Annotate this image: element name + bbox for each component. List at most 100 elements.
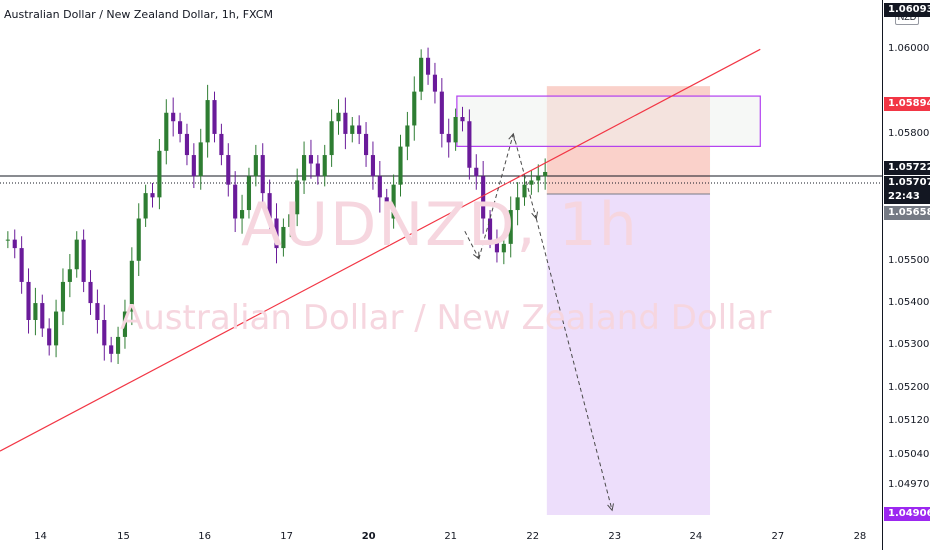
candle-body <box>136 218 141 261</box>
candle-body <box>47 328 52 346</box>
candle-body <box>357 125 362 134</box>
candle-body <box>60 281 66 312</box>
candle-body <box>19 248 24 282</box>
candle-body <box>522 184 527 198</box>
candle-body <box>446 133 451 143</box>
candle-body <box>205 100 210 143</box>
x-tick-label: 15 <box>117 531 130 542</box>
candle-body <box>40 303 45 329</box>
candle-body <box>26 281 31 320</box>
projection-arrowhead <box>531 211 539 220</box>
candle-body <box>481 176 486 219</box>
candle-body <box>81 239 86 282</box>
candle-body <box>178 121 183 134</box>
candle-body <box>12 239 17 249</box>
candle-body <box>432 74 438 92</box>
candle-body <box>405 125 410 147</box>
supply-zone-box <box>456 95 761 147</box>
candle-body <box>281 226 286 249</box>
price-tag-entry: 1.05658 <box>884 206 932 220</box>
candle-body <box>233 184 238 219</box>
candle-body <box>5 239 10 241</box>
candle-body <box>67 269 72 282</box>
y-tick-label: 1.05800 <box>888 127 930 139</box>
candle-body <box>191 155 196 177</box>
price-tag-stop: 1.05894 <box>884 97 932 111</box>
x-tick-label: 17 <box>280 531 294 542</box>
candle-body <box>219 133 224 156</box>
candle-body <box>412 91 417 126</box>
candle-body <box>419 57 424 92</box>
candle-body <box>88 281 93 304</box>
candle-body <box>116 336 121 354</box>
candle-body <box>536 176 541 181</box>
candle-body <box>129 260 134 312</box>
x-tick-label: 24 <box>689 531 703 542</box>
candle-body <box>226 155 231 185</box>
y-tick-label: 1.05040 <box>888 449 930 461</box>
projection-arrowhead <box>607 503 614 512</box>
x-tick-label: 20 <box>361 531 376 542</box>
take-profit-zone <box>546 193 711 515</box>
candle-body <box>336 112 341 122</box>
candle-body <box>143 193 148 219</box>
price-axis[interactable] <box>882 0 932 550</box>
candle-body <box>425 57 431 75</box>
candle-body <box>467 121 472 168</box>
candle-body <box>384 197 389 219</box>
candle-body <box>74 239 79 270</box>
projection-segment <box>478 133 514 259</box>
candle-body <box>494 239 500 253</box>
price-tag-current: 1.05707 <box>884 176 932 190</box>
x-tick-label: 22 <box>526 531 540 542</box>
candle-body <box>122 311 128 337</box>
candle-body <box>322 155 327 177</box>
price-tag-last: 1.05722 <box>884 161 932 175</box>
x-tick-label: 14 <box>34 531 47 542</box>
candle-body <box>164 112 169 151</box>
candle-body <box>150 193 155 198</box>
candle-body <box>343 112 348 134</box>
x-tick-label: 16 <box>198 531 211 542</box>
candle-body <box>501 243 506 253</box>
y-tick-label: 1.04970 <box>888 478 930 490</box>
candle-body <box>350 125 355 134</box>
price-tag-top: 1.06093 <box>884 3 932 17</box>
price-tag-target: 1.04906 <box>884 507 932 521</box>
candle-body <box>239 210 245 219</box>
candle-body <box>515 197 520 211</box>
candle-body <box>460 116 465 122</box>
countdown-tag: 22:43 <box>884 190 930 204</box>
candle-body <box>212 100 217 134</box>
candle-body <box>198 142 203 177</box>
candle-body <box>171 112 176 122</box>
y-tick-label: 1.05500 <box>888 254 930 266</box>
candle-body <box>301 155 307 181</box>
candle-body <box>391 184 396 219</box>
candle-body <box>508 210 513 244</box>
projection-segment <box>512 133 537 219</box>
x-tick-label: 21 <box>444 531 458 542</box>
candle-body <box>260 155 265 194</box>
y-tick-label: 1.05400 <box>888 297 930 309</box>
candle-body <box>487 218 493 240</box>
candle-body <box>54 311 59 346</box>
y-tick-label: 1.05120 <box>888 415 930 427</box>
candle-body <box>109 345 114 354</box>
candle-body <box>184 133 190 156</box>
trend-line <box>0 48 761 452</box>
chart-title: Australian Dollar / New Zealand Dollar, … <box>4 8 273 21</box>
candle-body <box>295 180 300 215</box>
candle-body <box>529 180 534 185</box>
candle-body <box>377 176 382 198</box>
candle-body <box>157 150 162 198</box>
candle-body <box>315 163 320 177</box>
candle-body <box>370 155 376 177</box>
candle-body <box>246 176 252 211</box>
candle-body <box>439 91 444 134</box>
candle-body <box>267 193 272 219</box>
y-tick-label: 1.05300 <box>888 339 930 351</box>
x-tick-label: 28 <box>853 531 867 542</box>
